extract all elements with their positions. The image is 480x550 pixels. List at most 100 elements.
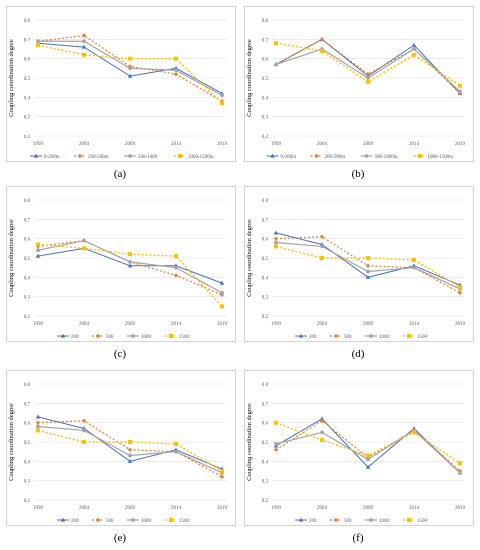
chart-frame (6, 186, 236, 342)
y-tick-label: 0.4 (262, 460, 269, 465)
data-point (366, 269, 370, 274)
data-point (174, 265, 178, 270)
y-tick-label: 0.8 (24, 383, 31, 388)
legend-marker (333, 517, 339, 523)
x-tick-label: 1999 (33, 506, 44, 511)
x-tick-label: 2014 (409, 142, 420, 147)
data-point (128, 453, 132, 458)
series-line (275, 48, 461, 92)
y-tick-label: 0.6 (262, 58, 269, 63)
legend-marker (169, 518, 173, 522)
data-point (366, 79, 370, 84)
data-point (174, 56, 178, 61)
data-point (220, 93, 224, 98)
data-point (128, 259, 132, 264)
legend-marker (417, 154, 422, 158)
legend-label: 1500 (417, 335, 428, 340)
data-point (365, 71, 371, 77)
legend-marker (33, 153, 39, 158)
x-tick-label: 1999 (271, 142, 282, 147)
y-tick-label: 0.5 (262, 441, 269, 446)
legend-marker (298, 517, 304, 522)
line-chart-e: 0.2 0.3 0.4 0.5 0.6 0.7 0.8 Coupling coordinati… (8, 383, 228, 524)
y-tick-label: 0.6 (24, 238, 31, 243)
data-point (219, 280, 225, 285)
y-tick-label: 0.5 (24, 257, 31, 262)
data-point (366, 256, 370, 260)
data-point (320, 244, 324, 249)
chart-frame (244, 186, 474, 342)
legend-marker (407, 518, 411, 522)
legend-label: 500-1000m (375, 155, 398, 160)
data-point (219, 474, 225, 479)
data-point (273, 236, 279, 241)
data-point (320, 438, 324, 443)
data-point (220, 101, 224, 106)
data-point (274, 420, 278, 425)
y-tick-label: 0.7 (24, 218, 31, 223)
y-axis-title: Coupling coordination degree (246, 219, 253, 297)
x-tick-label: 2004 (79, 506, 90, 511)
legend-marker (270, 153, 275, 158)
data-point (127, 458, 133, 463)
legend-marker (369, 518, 373, 522)
chart-panel-c: 0.2 0.3 0.4 0.5 0.6 0.7 0.8 Coupling coordinati… (4, 184, 236, 362)
x-tick-label: 1999 (271, 322, 282, 327)
y-tick-label: 0.6 (24, 58, 31, 63)
y-axis-title: Coupling coordination degree (8, 403, 15, 481)
x-tick-label: 2004 (317, 506, 328, 511)
data-point (457, 91, 463, 96)
y-tick-label: 0.7 (262, 402, 269, 407)
data-point (319, 418, 325, 423)
data-point (36, 39, 40, 44)
x-tick-label: 2009 (363, 142, 374, 147)
line-chart-c: 0.2 0.3 0.4 0.5 0.6 0.7 0.8 Coupling coordinati… (8, 199, 228, 340)
data-point (174, 68, 178, 73)
data-point (320, 48, 324, 53)
x-tick-label: 1999 (33, 142, 44, 147)
x-tick-label: 2019 (455, 506, 466, 511)
y-tick-label: 0.2 (262, 315, 269, 320)
chart-panel-b: 0.2 0.3 0.4 0.5 0.6 0.7 0.8 Coupling coordinati… (242, 4, 474, 182)
x-tick-label: 1999 (33, 322, 44, 327)
legend-marker (77, 153, 83, 159)
data-point (365, 464, 371, 469)
data-point (273, 447, 279, 452)
legend-label: 1500 (417, 519, 428, 524)
data-point (81, 44, 87, 49)
data-point (127, 447, 133, 452)
data-point (82, 238, 86, 243)
panel-label-a: (a) (113, 168, 127, 180)
data-point (366, 453, 370, 458)
chart-frame (244, 6, 474, 162)
legend-marker (407, 334, 411, 338)
legend-marker (95, 517, 101, 523)
data-point (320, 430, 324, 435)
x-tick-label: 2019 (217, 506, 228, 511)
data-point (35, 420, 41, 425)
panel-label-c: (c) (113, 348, 127, 360)
y-tick-label: 0.8 (262, 383, 269, 388)
data-point (458, 89, 462, 94)
series-line (275, 42, 461, 87)
y-tick-label: 0.4 (24, 276, 31, 281)
x-tick-label: 2019 (455, 322, 466, 327)
data-point (320, 256, 324, 260)
data-point (365, 274, 371, 279)
y-tick-label: 0.2 (24, 315, 31, 320)
data-point (81, 418, 87, 423)
data-point (319, 234, 325, 239)
y-tick-label: 0.5 (262, 77, 269, 82)
x-tick-label: 2009 (125, 322, 136, 327)
data-point (411, 42, 417, 47)
data-point (412, 47, 416, 51)
data-point (173, 273, 179, 278)
y-axis-title: Coupling coordination degree (8, 39, 15, 117)
x-tick-label: 2004 (317, 322, 328, 327)
data-point (36, 242, 40, 247)
y-axis-title: Coupling coordination degree (246, 39, 253, 117)
data-point (81, 33, 87, 38)
line-chart-a: 0.2 0.3 0.4 0.5 0.6 0.7 0.8 Coupling coordinati… (8, 19, 228, 160)
y-tick-label: 0.8 (24, 199, 31, 204)
data-point (173, 71, 179, 77)
